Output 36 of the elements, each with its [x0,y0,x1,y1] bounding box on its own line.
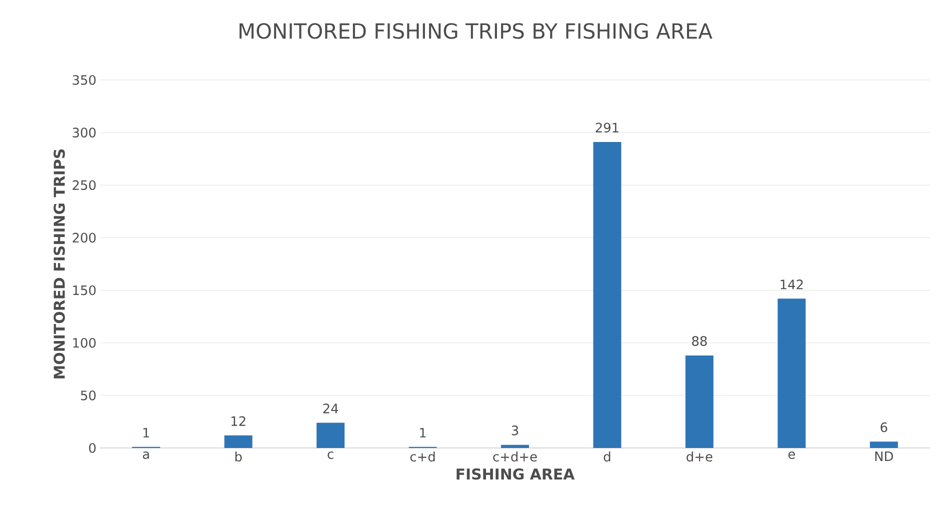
y-tick-label: 150 [73,285,96,296]
y-tick-label: 250 [72,180,96,190]
y-tick-label: 50 [81,390,96,400]
data-label: 291 [596,122,618,133]
y-tick-label: 350 [72,75,96,85]
bar [224,435,252,448]
data-label: 6 [880,422,888,432]
y-tick-label: 300 [72,128,96,138]
data-label: 142 [780,280,803,290]
x-tick-label: e [788,452,795,459]
data-label: 88 [692,336,707,346]
bar [685,355,714,448]
x-tick-label: d+e [686,452,712,462]
y-tick-label: 100 [73,338,96,348]
bar [593,142,622,448]
y-axis-title: MONITORED FISHING TRIPS [54,149,65,378]
data-label: 3 [512,426,518,436]
bar [870,442,898,448]
data-label: 1 [143,428,150,438]
data-label: 1 [420,428,426,438]
data-label: 24 [323,404,338,414]
x-tick-label: d [604,452,610,462]
bar [316,422,345,448]
x-tick-label: c+d [410,452,435,462]
x-tick-label: c+d+e [493,452,537,462]
bar [501,444,530,448]
bar [778,298,806,448]
data-label: 12 [232,416,246,426]
x-tick-label: ND [875,452,893,461]
x-tick-label: a [142,452,149,459]
x-axis-title: FISHING AREA [456,468,575,480]
chart-title: MONITORED FISHING TRIPS BY FISHING AREA [240,23,712,39]
y-tick-label: 200 [72,232,96,243]
x-tick-label: c [328,452,334,459]
y-tick-label: 0 [89,443,96,453]
x-tick-label: b [235,452,242,462]
